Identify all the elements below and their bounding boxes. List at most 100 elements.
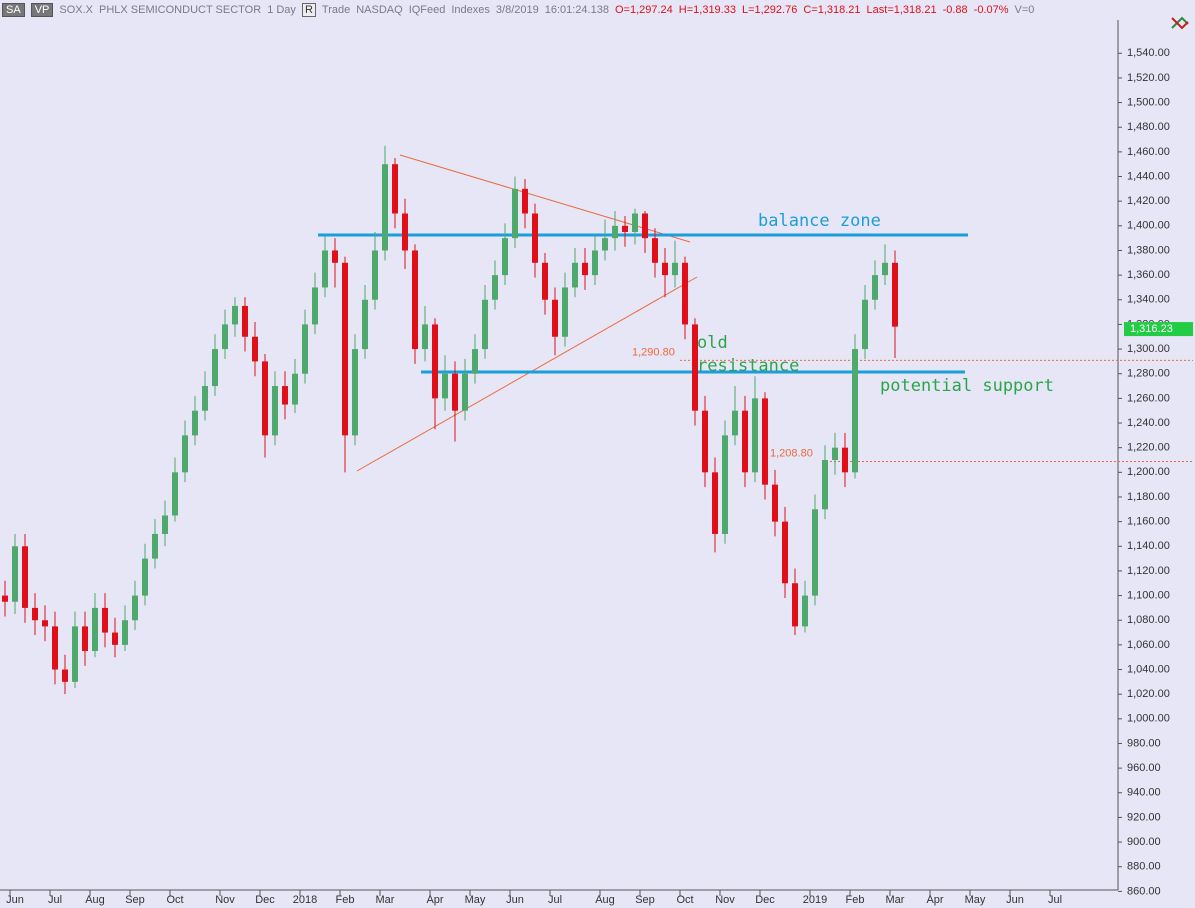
y-tick-label: 980.00 (1127, 737, 1161, 749)
y-tick-label: 1,120.00 (1127, 565, 1170, 577)
candle-body (862, 299, 868, 350)
x-tick-label: Jun (1006, 894, 1024, 906)
x-tick-label: Jul (548, 894, 562, 906)
time: 16:01:24.138 (544, 4, 609, 16)
candle-body (22, 546, 28, 608)
candle-body (872, 275, 878, 300)
x-tick-label: Aug (595, 894, 615, 906)
last-price-label: 1,316.23 (1130, 323, 1173, 335)
candle-body (472, 349, 478, 374)
x-tick-label: Dec (755, 894, 775, 906)
y-tick-label: 1,440.00 (1127, 170, 1170, 182)
change: -0.88 (942, 4, 968, 16)
candle-body (682, 262, 688, 325)
candle-body (362, 299, 368, 350)
symbol: SOX.X (59, 4, 93, 16)
candle-body (372, 250, 378, 300)
candle-body (132, 595, 138, 621)
annotation: resistance (697, 356, 799, 376)
y-tick-label: 1,380.00 (1127, 244, 1170, 256)
candle-body (242, 305, 248, 337)
candle-body (382, 164, 388, 251)
x-tick-label: Feb (846, 894, 865, 906)
candle-body (222, 324, 228, 350)
level-label: 1,290.80 (632, 346, 675, 358)
y-tick-label: 1,180.00 (1127, 491, 1170, 503)
change-pct: -0.07% (973, 4, 1009, 16)
annotation: balance zone (758, 211, 881, 231)
candle-body (82, 626, 88, 652)
y-tick-label: 940.00 (1127, 787, 1161, 799)
candle-body (162, 515, 168, 534)
y-tick-label: 880.00 (1127, 861, 1161, 873)
x-tick-label: Sep (635, 894, 655, 906)
x-tick-label: Oct (166, 894, 183, 906)
candle-body (442, 373, 448, 399)
annotation: old (697, 333, 728, 353)
x-tick-label: Dec (255, 894, 275, 906)
candle-body (592, 250, 598, 276)
y-tick-label: 1,520.00 (1127, 72, 1170, 84)
y-tick-label: 920.00 (1127, 811, 1161, 823)
y-tick-label: 1,160.00 (1127, 516, 1170, 528)
badge[interactable]: SA (2, 3, 25, 17)
vp-button[interactable]: VP (30, 3, 54, 17)
candle-body (172, 472, 178, 516)
low: L=1,292.76 (741, 4, 798, 16)
x-tick-label: Apr (426, 894, 443, 906)
candle-body (602, 238, 608, 251)
y-tick-label: 1,020.00 (1127, 688, 1170, 700)
candle-body (572, 262, 578, 288)
candle-body (52, 626, 58, 670)
candle-body (2, 595, 8, 602)
x-tick-label: May (965, 894, 986, 906)
y-tick-label: 900.00 (1127, 836, 1161, 848)
candle-body (102, 607, 108, 633)
candle-body (762, 398, 768, 485)
candle-body (352, 349, 358, 436)
volume: V=0 (1014, 4, 1035, 16)
x-tick-label: 2018 (293, 894, 317, 906)
candle-body (562, 287, 568, 337)
y-tick-label: 1,080.00 (1127, 614, 1170, 626)
candle-body (832, 447, 838, 460)
y-tick-label: 1,040.00 (1127, 663, 1170, 675)
trend-line (356, 276, 698, 472)
x-tick-label: May (465, 894, 486, 906)
last: Last=1,318.21 (866, 4, 937, 16)
y-tick-label: 860.00 (1127, 885, 1161, 897)
candle-body (792, 583, 798, 627)
open: O=1,297.24 (614, 4, 673, 16)
candle-body (892, 262, 898, 327)
candle-body (612, 225, 618, 239)
mode: Trade (321, 4, 351, 16)
exchange: NASDAQ (356, 4, 403, 16)
candle-body (852, 349, 858, 473)
candle-body (282, 386, 288, 405)
candle-body (232, 305, 238, 325)
close: C=1,318.21 (803, 4, 861, 16)
candle-body (32, 607, 38, 621)
x-tick-label: Jun (506, 894, 524, 906)
y-tick-label: 1,500.00 (1127, 96, 1170, 108)
candle-body (842, 447, 848, 473)
x-tick-label: Oct (676, 894, 693, 906)
r-button[interactable]: R (301, 3, 316, 17)
toolbar-icon[interactable] (1171, 16, 1189, 30)
candle-body (482, 299, 488, 350)
candle-body (62, 669, 68, 682)
x-tick-label: Nov (215, 894, 235, 906)
y-tick-label: 1,100.00 (1127, 589, 1170, 601)
candle-body (722, 435, 728, 534)
y-tick-label: 1,280.00 (1127, 368, 1170, 380)
candle-body (312, 287, 318, 325)
candle-body (532, 213, 538, 263)
y-tick-label: 1,220.00 (1127, 442, 1170, 454)
annotation: potential support (880, 376, 1054, 396)
y-tick-label: 1,460.00 (1127, 146, 1170, 158)
candle-body (182, 435, 188, 473)
candle-body (412, 250, 418, 350)
x-tick-label: Jun (6, 894, 24, 906)
